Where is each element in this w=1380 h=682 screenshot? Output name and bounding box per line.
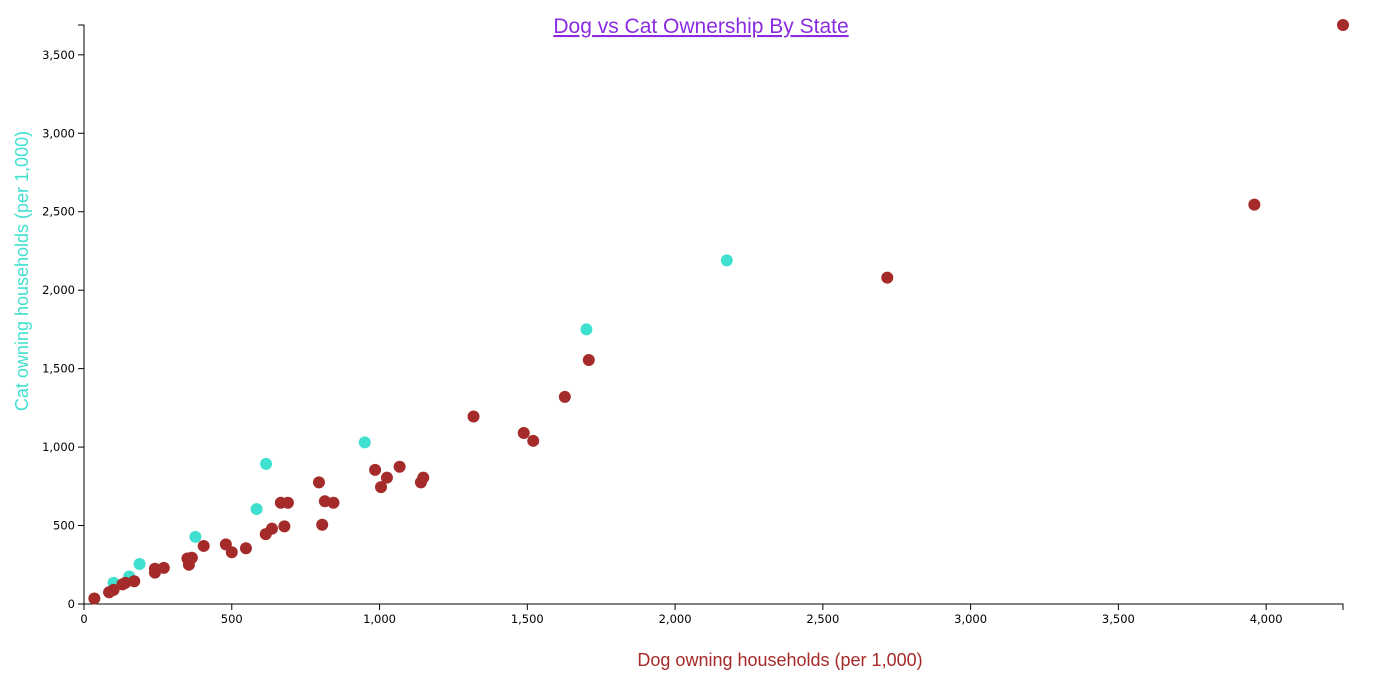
y-tick-label: 2,500 xyxy=(42,205,75,219)
chart-title[interactable]: Dog vs Cat Ownership By State xyxy=(553,15,848,38)
y-tick-label: 3,000 xyxy=(42,126,75,140)
data-point[interactable] xyxy=(558,390,571,403)
x-tick-label: 4,000 xyxy=(1250,612,1283,626)
x-tick-label: 1,500 xyxy=(511,612,544,626)
data-point[interactable] xyxy=(265,522,278,535)
x-tick-label: 3,000 xyxy=(954,612,987,626)
x-axis-label: Dog owning households (per 1,000) xyxy=(637,650,922,670)
x-tick-label: 2,500 xyxy=(806,612,839,626)
y-tick-label: 1,500 xyxy=(42,362,75,376)
y-tick-label: 1,000 xyxy=(42,440,75,454)
data-point[interactable] xyxy=(881,271,894,284)
data-point[interactable] xyxy=(1337,19,1349,31)
data-point[interactable] xyxy=(133,557,146,570)
data-point[interactable] xyxy=(312,476,325,489)
data-point[interactable] xyxy=(148,562,161,575)
x-tick-label: 0 xyxy=(80,612,87,626)
x-tick-label: 3,500 xyxy=(1102,612,1135,626)
data-point[interactable] xyxy=(517,426,530,439)
data-point[interactable] xyxy=(281,496,294,509)
data-point[interactable] xyxy=(185,551,198,564)
data-point[interactable] xyxy=(580,323,593,336)
y-tick-label: 3,500 xyxy=(42,48,75,62)
y-axis-label: Cat owning households (per 1,000) xyxy=(12,131,32,411)
data-point[interactable] xyxy=(393,460,406,473)
data-point[interactable] xyxy=(278,520,291,533)
y-tick-label: 500 xyxy=(53,519,75,533)
data-point[interactable] xyxy=(380,471,393,484)
data-point[interactable] xyxy=(189,530,202,543)
y-tick-label: 0 xyxy=(68,597,75,611)
y-tick-label: 2,000 xyxy=(42,283,75,297)
y-axis-line xyxy=(78,24,85,605)
data-point[interactable] xyxy=(225,546,238,559)
data-point[interactable] xyxy=(157,561,170,574)
data-point[interactable] xyxy=(197,539,210,552)
x-tick-label: 1,000 xyxy=(363,612,396,626)
data-point[interactable] xyxy=(250,503,263,516)
data-point[interactable] xyxy=(358,436,371,449)
data-point[interactable] xyxy=(119,576,132,589)
data-point[interactable] xyxy=(327,496,340,509)
data-point[interactable] xyxy=(375,481,388,494)
x-tick-label: 500 xyxy=(221,612,243,626)
data-point[interactable] xyxy=(720,254,733,267)
data-point[interactable] xyxy=(128,575,141,588)
data-point[interactable] xyxy=(467,410,480,423)
data-point[interactable] xyxy=(88,592,101,605)
data-point[interactable] xyxy=(582,354,595,367)
data-point[interactable] xyxy=(1248,198,1261,211)
data-point[interactable] xyxy=(107,583,120,596)
data-point[interactable] xyxy=(417,471,430,484)
data-point[interactable] xyxy=(316,518,329,531)
data-point[interactable] xyxy=(527,434,540,447)
data-point[interactable] xyxy=(369,463,382,476)
x-axis-line xyxy=(83,603,1344,610)
data-point[interactable] xyxy=(260,457,273,470)
data-point[interactable] xyxy=(239,542,252,555)
x-tick-label: 2,000 xyxy=(659,612,692,626)
